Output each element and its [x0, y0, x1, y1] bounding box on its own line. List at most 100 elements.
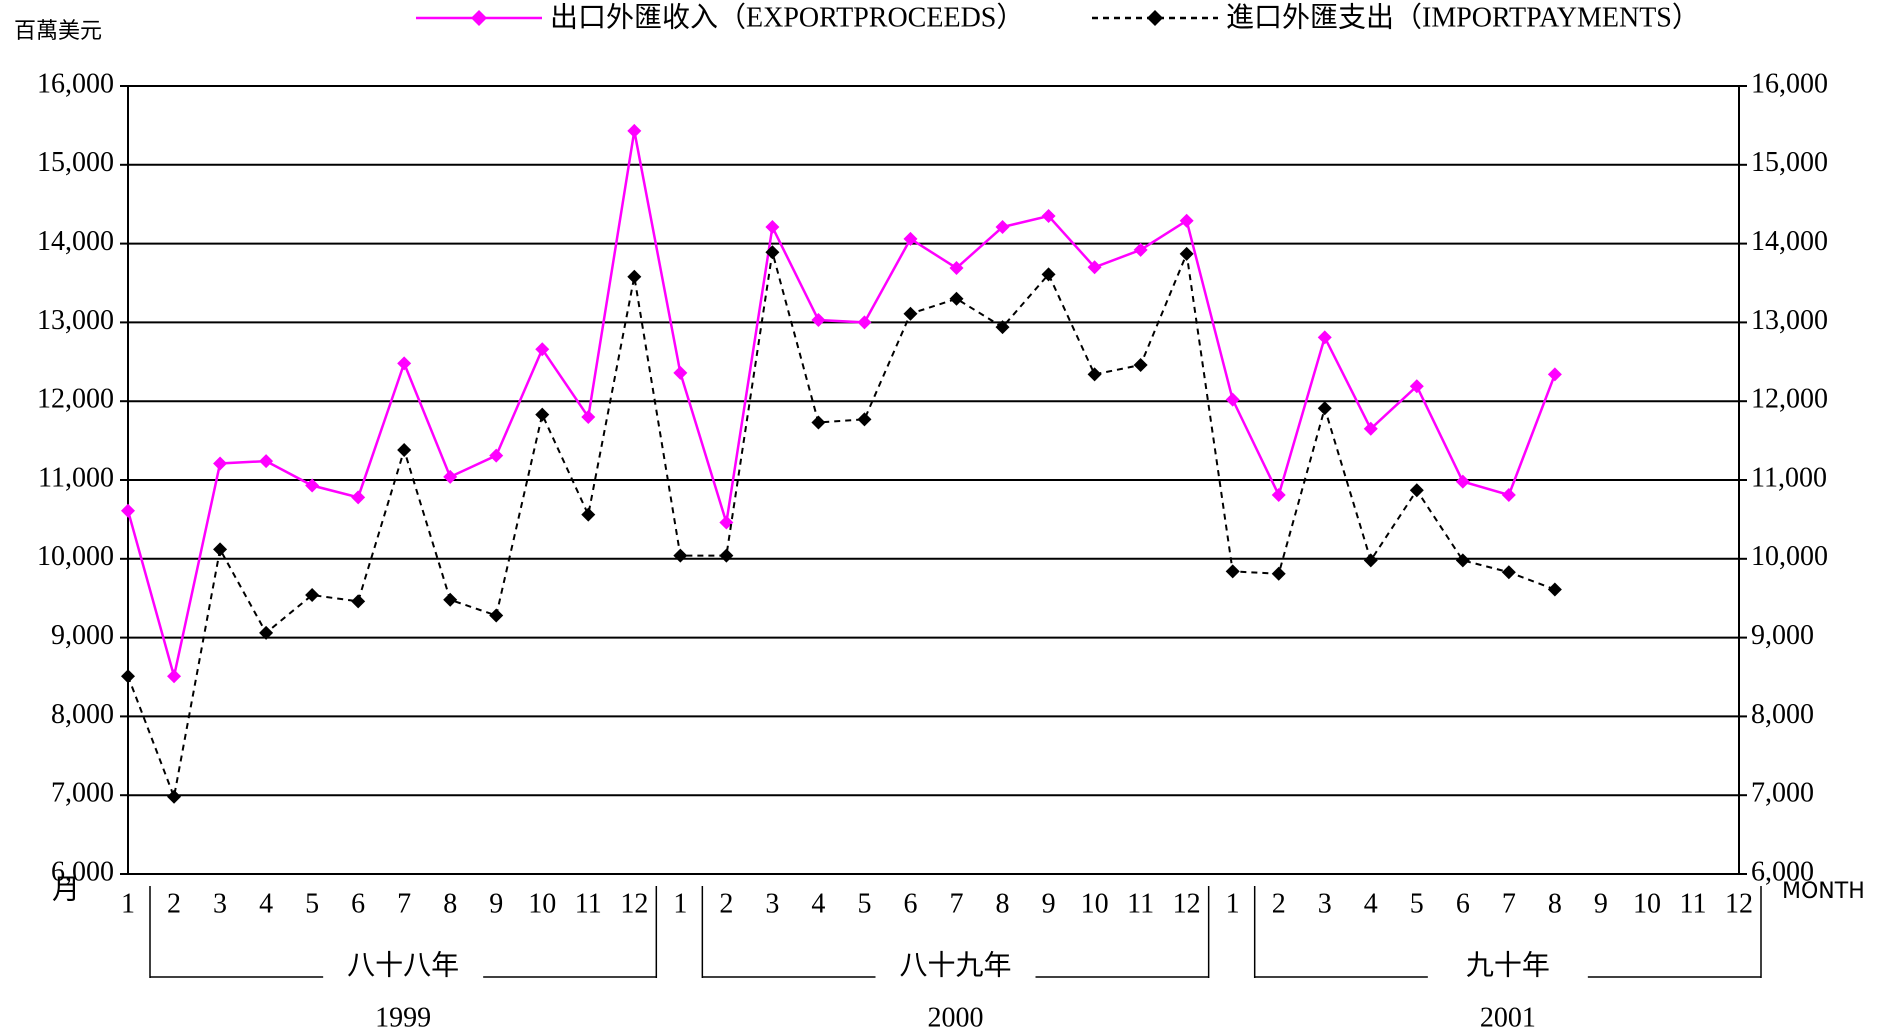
x-tick-label: 3	[1318, 888, 1332, 919]
data-point	[213, 456, 228, 471]
data-point	[535, 407, 550, 422]
x-tick-label: 8	[443, 888, 457, 919]
data-point	[903, 231, 918, 246]
y-axis-label: 百萬美元	[14, 19, 102, 44]
group-label: 八十八年	[347, 949, 459, 981]
data-point	[581, 507, 596, 522]
data-point	[259, 625, 274, 640]
x-tick-label: 7	[1502, 888, 1516, 919]
x-tick-label: 7	[950, 888, 964, 919]
data-point	[949, 291, 964, 306]
x-tick-label: 10	[528, 888, 556, 919]
y-tick-label: 8,000	[51, 699, 114, 730]
x-tick-label: 8	[996, 888, 1010, 919]
data-point	[1409, 379, 1424, 394]
x-tick-label: 9	[1042, 888, 1056, 919]
data-point	[1409, 483, 1424, 498]
legend-marker	[1147, 10, 1163, 26]
y2-tick-label: 16,000	[1751, 68, 1828, 99]
x-tick-label: 1	[673, 888, 687, 919]
group-year: 2001	[1480, 1002, 1536, 1033]
x-tick-label: 9	[1594, 888, 1608, 919]
y2-tick-label: 11,000	[1751, 462, 1827, 493]
data-point	[443, 592, 458, 607]
data-point	[1363, 421, 1378, 436]
y-tick-label: 14,000	[37, 226, 114, 257]
data-point	[1225, 392, 1240, 407]
data-point	[903, 306, 918, 321]
x-tick-label: 5	[857, 888, 871, 919]
y-tick-label: 16,000	[37, 68, 114, 99]
x-tick-label: 4	[259, 888, 273, 919]
group-year: 1999	[375, 1002, 431, 1033]
series-line	[127, 250, 1556, 801]
data-point	[1363, 553, 1378, 568]
data-point	[259, 454, 274, 469]
data-point	[811, 313, 826, 328]
x-tick-label: 2	[167, 888, 181, 919]
data-point	[1547, 367, 1562, 382]
y-tick-label: 7,000	[51, 778, 114, 809]
x-tick-label: 11	[1127, 888, 1154, 919]
y2-tick-label: 15,000	[1751, 147, 1828, 178]
y2-tick-label: 12,000	[1751, 384, 1828, 415]
x-tick-label: 12	[1725, 888, 1753, 919]
y-tick-label: 6,000	[51, 856, 114, 887]
data-point	[167, 789, 182, 804]
data-point	[1087, 260, 1102, 275]
data-point	[673, 548, 688, 563]
data-point	[305, 588, 320, 603]
data-point	[1501, 565, 1516, 580]
data-point	[1179, 246, 1194, 261]
data-point	[949, 261, 964, 276]
data-point	[1133, 242, 1148, 257]
data-point	[1455, 553, 1470, 568]
legend-marker	[471, 10, 487, 26]
y2-tick-label: 6,000	[1751, 856, 1814, 887]
data-point	[351, 490, 366, 505]
y2-tick-label: 7,000	[1751, 778, 1814, 809]
group-label: 九十年	[1466, 949, 1550, 981]
x-tick-label: 6	[1456, 888, 1470, 919]
data-point	[627, 123, 642, 138]
y-tick-label: 12,000	[37, 384, 114, 415]
y2-tick-label: 14,000	[1751, 226, 1828, 257]
data-point	[581, 409, 596, 424]
x-tick-label: 11	[1679, 888, 1706, 919]
data-point	[1225, 564, 1240, 579]
x-tick-label: 7	[397, 888, 411, 919]
data-point	[489, 608, 504, 623]
data-point	[811, 415, 826, 430]
data-point	[305, 478, 320, 493]
x-tick-label: 1	[121, 888, 135, 919]
data-point	[995, 220, 1010, 235]
x-tick-label: 4	[811, 888, 825, 919]
x-tick-label: 2	[1272, 888, 1286, 919]
y-tick-label: 13,000	[37, 305, 114, 336]
data-point	[1317, 330, 1332, 345]
x-tick-label: 5	[1410, 888, 1424, 919]
data-point	[1455, 474, 1470, 489]
x-tick-label: 2	[719, 888, 733, 919]
x-axis-label-right: MONTH	[1782, 879, 1865, 904]
x-tick-label: 1	[1226, 888, 1240, 919]
data-point	[167, 669, 182, 684]
legend-label: 出口外匯收入（EXPORTPROCEEDS）	[550, 1, 1024, 33]
data-point	[1271, 566, 1286, 581]
legend-label: 進口外匯支出（IMPORTPAYMENTS）	[1226, 1, 1700, 33]
x-axis-label-left: 月	[52, 874, 80, 905]
data-point	[719, 548, 734, 563]
data-point	[1547, 582, 1562, 597]
y2-tick-label: 8,000	[1751, 699, 1814, 730]
y-tick-label: 9,000	[51, 620, 114, 651]
x-tick-label: 5	[305, 888, 319, 919]
x-tick-label: 8	[1548, 888, 1562, 919]
data-point	[673, 365, 688, 380]
data-point	[1133, 357, 1148, 372]
data-point	[995, 320, 1010, 335]
y-tick-label: 10,000	[37, 541, 114, 572]
data-point	[535, 342, 550, 357]
y2-tick-label: 13,000	[1751, 305, 1828, 336]
data-point	[1041, 209, 1056, 224]
